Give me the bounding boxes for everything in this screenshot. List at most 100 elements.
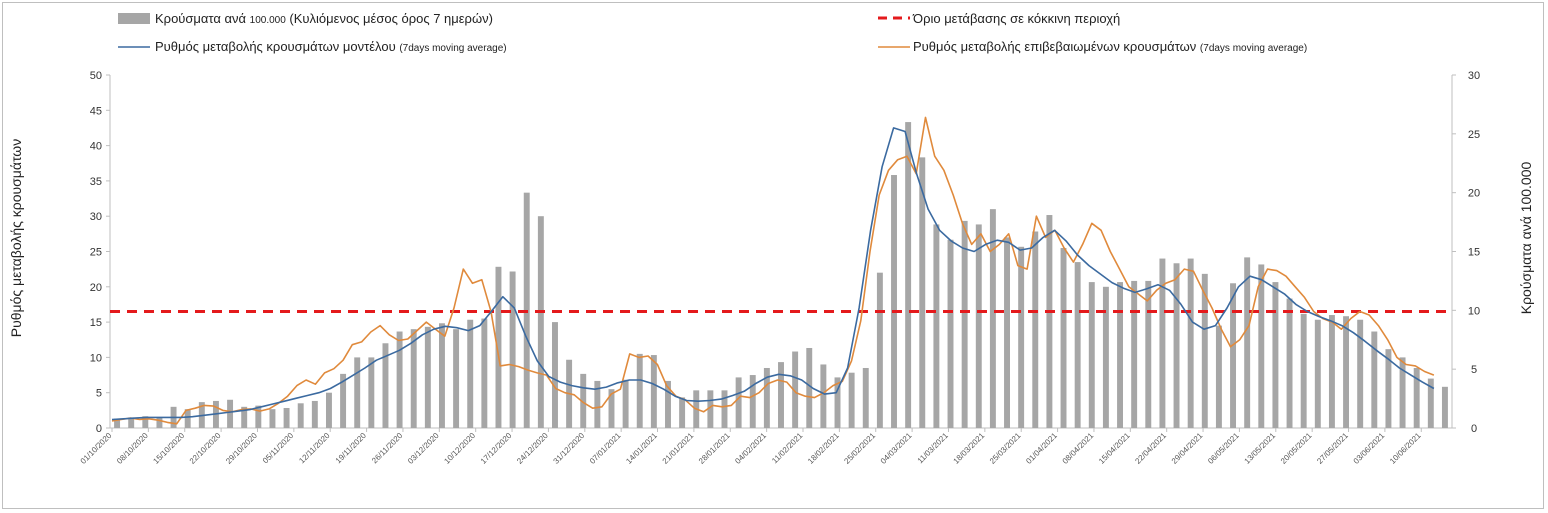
bar [834, 377, 841, 428]
bar [1244, 257, 1251, 428]
y-left-tick-label: 20 [90, 282, 102, 294]
y-left-tick-label: 25 [90, 247, 102, 259]
bar [142, 416, 149, 428]
x-tick-label: 24/12/2020 [515, 431, 550, 466]
x-tick-label: 26/11/2020 [370, 431, 405, 466]
bar [891, 175, 897, 428]
x-tick-label: 27/05/2021 [1315, 431, 1350, 466]
bar [410, 329, 417, 428]
bar [1173, 263, 1180, 428]
bar [382, 343, 389, 428]
x-tick-label: 31/12/2020 [552, 431, 587, 466]
bar [1032, 231, 1039, 428]
bar [241, 406, 248, 428]
y-left-tick-label: 45 [90, 105, 102, 117]
bar [1145, 280, 1152, 428]
bar [128, 417, 135, 428]
bar [1300, 313, 1307, 428]
x-tick-label: 12/11/2020 [297, 431, 332, 466]
x-tick-label: 29/04/2021 [1170, 431, 1205, 466]
y-right-axis-title: Κρούσματα ανά 100.000 [1518, 162, 1534, 315]
bar [1272, 282, 1279, 428]
bar [325, 392, 332, 428]
bar [1117, 282, 1123, 428]
bar [989, 209, 996, 428]
bar [1018, 246, 1025, 428]
x-tick-label: 01/10/2020 [79, 431, 114, 466]
x-tick-label: 14/01/2021 [624, 431, 659, 466]
x-tick-label: 15/04/2021 [1097, 431, 1132, 466]
bar [1286, 298, 1293, 428]
bar [368, 357, 375, 428]
bar [269, 409, 276, 428]
bar [721, 390, 728, 428]
bar [1230, 283, 1237, 428]
x-tick-label: 29/10/2020 [224, 431, 259, 466]
y-right-tick-label: 5 [1471, 364, 1477, 376]
bar [876, 272, 883, 428]
bar [114, 418, 121, 428]
bar [537, 216, 544, 428]
bar [1427, 378, 1434, 428]
bar [622, 379, 629, 428]
y-left-tick-label: 5 [96, 388, 102, 400]
bar [665, 380, 671, 428]
bar [749, 375, 756, 428]
x-tick-label: 10/06/2021 [1388, 431, 1423, 466]
y-left-tick-label: 10 [90, 352, 102, 364]
bar [1074, 262, 1081, 428]
bar [961, 220, 968, 428]
bar [792, 351, 799, 428]
bar [1258, 264, 1265, 428]
x-tick-label: 25/03/2021 [988, 431, 1023, 466]
bar [1314, 319, 1321, 428]
bar [184, 409, 191, 428]
legend-confirmed-label: Ρυθμός μεταβολής επιβεβαιωμένων κρουσμάτ… [913, 39, 1307, 54]
bar [255, 405, 262, 428]
bar [552, 322, 558, 428]
bar [1004, 237, 1010, 428]
bar [1413, 367, 1420, 428]
bar [227, 399, 234, 428]
bar [1328, 315, 1335, 428]
bar [1371, 331, 1378, 428]
bar [1215, 325, 1222, 428]
y-right-tick-label: 10 [1468, 305, 1480, 317]
legend-threshold-label: Όριο μετάβασης σε κόκκινη περιοχή [912, 11, 1120, 26]
bar [156, 417, 163, 428]
x-tick-label: 08/04/2021 [1061, 431, 1096, 466]
bar [848, 372, 855, 428]
x-tick-label: 01/04/2021 [1024, 431, 1059, 466]
x-tick-label: 21/01/2021 [661, 431, 696, 466]
bar [778, 362, 784, 428]
x-tick-label: 15/10/2020 [151, 431, 186, 466]
x-tick-label: 18/02/2021 [806, 431, 841, 466]
legend-bars-label: Κρούσματα ανά 100.000 (Κυλιόμενος μέσος … [155, 11, 493, 26]
x-tick-label: 03/06/2021 [1352, 431, 1387, 466]
bar [439, 323, 445, 428]
bar [905, 122, 912, 429]
x-tick-label: 18/03/2021 [952, 431, 987, 466]
bar [481, 318, 488, 428]
x-tick-label: 07/01/2021 [588, 431, 623, 466]
y-left-tick-label: 40 [90, 141, 102, 153]
bar [467, 319, 474, 428]
bar [975, 224, 982, 428]
x-tick-label: 20/05/2021 [1279, 431, 1314, 466]
bar [933, 224, 940, 428]
y-left-axis-title: Ρυθμός μεταβολής κρουσμάτων [8, 139, 24, 337]
bar [1201, 273, 1208, 428]
x-tick-label: 05/11/2020 [261, 431, 296, 466]
x-tick-label: 08/10/2020 [115, 431, 150, 466]
confirmed-rate-line [111, 116, 1435, 425]
bar [311, 400, 318, 428]
x-tick-label: 13/05/2021 [1243, 431, 1278, 466]
bar [636, 353, 643, 428]
y-left-tick-label: 50 [90, 70, 102, 82]
x-tick-label: 25/02/2021 [842, 431, 877, 466]
bar [806, 347, 813, 428]
x-tick-label: 22/04/2021 [1133, 431, 1168, 466]
x-tick-label: 22/10/2020 [188, 431, 223, 466]
